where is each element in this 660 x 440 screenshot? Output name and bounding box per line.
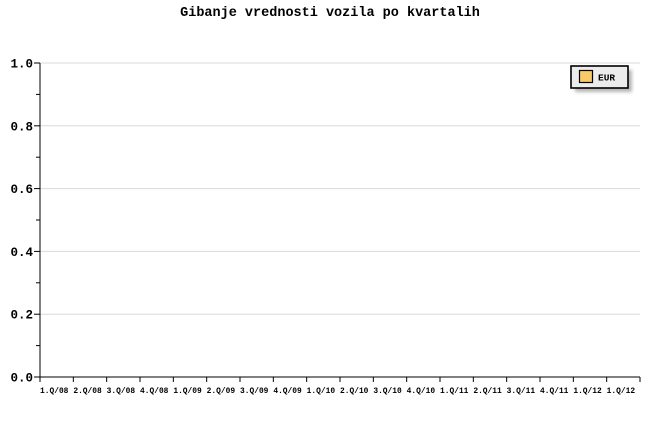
svg-text:0.0: 0.0 [10, 372, 33, 386]
svg-text:4.Q/08: 4.Q/08 [140, 387, 169, 396]
svg-text:3.Q/08: 3.Q/08 [107, 387, 136, 396]
svg-text:1.Q/11: 1.Q/11 [440, 387, 469, 396]
svg-text:0.2: 0.2 [10, 309, 33, 323]
svg-text:1.Q/12: 1.Q/12 [607, 387, 636, 396]
svg-text:0.6: 0.6 [10, 183, 33, 197]
svg-text:3.Q/10: 3.Q/10 [373, 387, 402, 396]
svg-text:1.Q/10: 1.Q/10 [307, 387, 336, 396]
svg-text:3.Q/09: 3.Q/09 [240, 387, 269, 396]
svg-text:EUR: EUR [598, 73, 615, 84]
svg-text:3.Q/11: 3.Q/11 [507, 387, 536, 396]
svg-text:1.Q/08: 1.Q/08 [40, 387, 69, 396]
svg-text:1.Q/09: 1.Q/09 [173, 387, 202, 396]
svg-text:4.Q/09: 4.Q/09 [273, 387, 302, 396]
svg-text:2.Q/11: 2.Q/11 [473, 387, 502, 396]
svg-text:4.Q/11: 4.Q/11 [540, 387, 569, 396]
svg-text:1.Q/12: 1.Q/12 [573, 387, 602, 396]
svg-text:0.8: 0.8 [10, 120, 33, 134]
svg-text:0.4: 0.4 [10, 246, 33, 260]
svg-text:2.Q/09: 2.Q/09 [207, 387, 236, 396]
svg-text:1.0: 1.0 [10, 58, 33, 72]
svg-text:2.Q/08: 2.Q/08 [73, 387, 102, 396]
svg-text:4.Q/10: 4.Q/10 [407, 387, 436, 396]
svg-text:2.Q/10: 2.Q/10 [340, 387, 369, 396]
